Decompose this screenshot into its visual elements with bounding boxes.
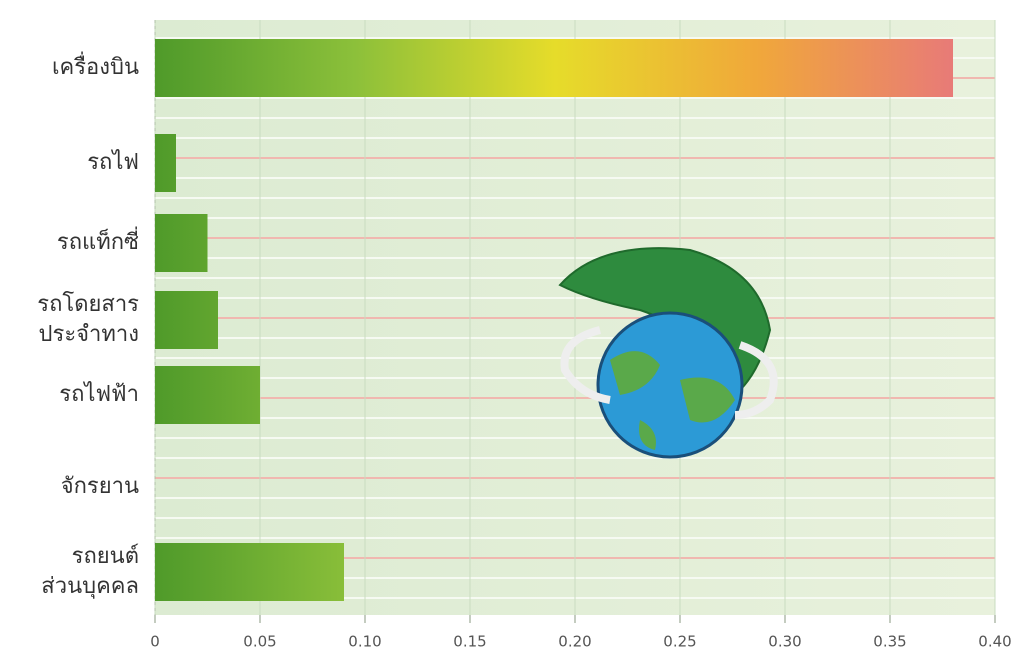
globe-illustration [558,247,778,459]
y-tick-label: จักรยาน [61,474,139,499]
x-tick-label: 0 [150,633,160,651]
bar [155,134,176,192]
bar [155,214,208,272]
x-tick-label: 0.30 [768,633,801,651]
x-tick-label: 0.05 [243,633,276,651]
y-tick-label: ส่วนบุคคล [41,574,139,599]
y-tick-label: ประจำทาง [39,322,139,347]
y-tick-label: รถไฟฟ้า [59,381,139,407]
bar [155,366,260,424]
y-tick-label: รถไฟ [87,149,139,175]
y-tick-label: รถโดยสาร [37,291,139,317]
y-tick-label: รถยนต์ [72,544,139,569]
bar [155,543,344,601]
x-tick-label: 0.40 [978,633,1011,651]
bar [155,39,953,97]
bar [155,291,218,349]
x-tick-label: 0.25 [663,633,696,651]
x-tick-label: 0.20 [558,633,591,651]
x-tick-label: 0.35 [873,633,906,651]
y-tick-label: รถแท็กซี่ [57,226,139,255]
y-tick-label: เครื่องบิน [52,51,139,80]
x-tick-label: 0.15 [453,633,486,651]
x-tick-label: 0.10 [348,633,381,651]
